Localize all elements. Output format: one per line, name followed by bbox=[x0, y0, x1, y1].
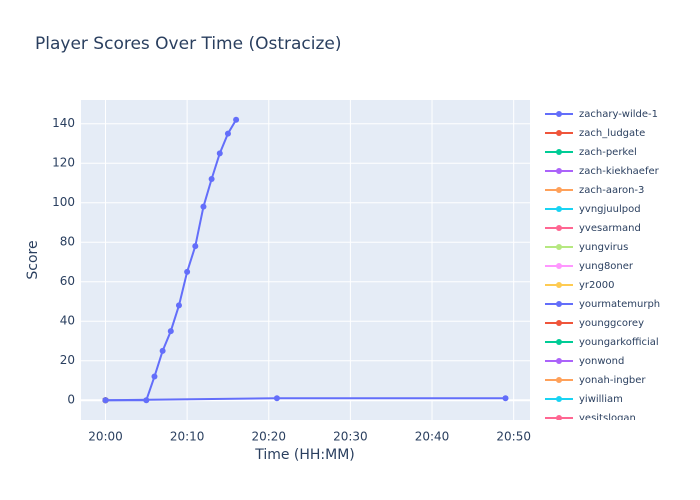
x-tick-label: 20:50 bbox=[496, 430, 531, 444]
legend-marker bbox=[556, 130, 562, 136]
data-point bbox=[167, 328, 174, 335]
legend-label[interactable]: yvngjuulpod bbox=[579, 204, 641, 215]
legend-marker bbox=[556, 282, 562, 288]
x-tick-label: 20:20 bbox=[251, 430, 286, 444]
y-tick-label: 40 bbox=[60, 314, 75, 328]
legend-label[interactable]: yvesarmand bbox=[579, 223, 641, 234]
legend-marker bbox=[556, 320, 562, 326]
y-tick-label: 100 bbox=[52, 195, 75, 209]
data-point bbox=[216, 150, 223, 157]
y-axis-title: Score bbox=[25, 240, 41, 279]
data-point bbox=[224, 130, 231, 137]
legend: zachary-wilde-1 zach_ludgate zach-perkel za… bbox=[545, 109, 660, 424]
data-point bbox=[175, 302, 182, 309]
x-tick-label: 20:00 bbox=[88, 430, 123, 444]
legend-marker bbox=[556, 377, 562, 383]
legend-marker bbox=[556, 111, 562, 117]
legend-label[interactable]: youngarkofficial bbox=[579, 337, 659, 348]
data-point bbox=[208, 176, 215, 183]
legend-label[interactable]: yungvirus bbox=[579, 242, 628, 253]
legend-label[interactable]: yung8oner bbox=[579, 261, 634, 272]
grid: 20:00 20:10 20:20 20:30 20:40 20:50 0 20 40 60 80 1… bbox=[52, 100, 531, 444]
data-point bbox=[233, 116, 240, 123]
x-tick-label: 20:30 bbox=[333, 430, 368, 444]
legend-marker bbox=[556, 339, 562, 345]
legend-label[interactable]: yonwond bbox=[579, 356, 624, 367]
legend-marker bbox=[556, 396, 562, 402]
data-point bbox=[192, 243, 199, 250]
y-tick-label: 140 bbox=[52, 116, 75, 130]
legend-label[interactable]: yonah-ingber bbox=[579, 375, 646, 386]
y-tick-label: 60 bbox=[60, 274, 75, 288]
legend-label[interactable]: yourmatemurph bbox=[579, 299, 660, 310]
legend-label[interactable]: zach-perkel bbox=[579, 147, 637, 158]
data-point bbox=[273, 395, 280, 402]
legend-label[interactable]: zach-kiekhaefer bbox=[579, 166, 660, 177]
data-point bbox=[159, 347, 166, 354]
legend-label[interactable]: zachary-wilde-1 bbox=[579, 109, 658, 120]
plot-area bbox=[81, 100, 530, 420]
y-tick-label: 80 bbox=[60, 235, 75, 249]
data-point bbox=[143, 397, 150, 404]
legend-label[interactable]: younggcorey bbox=[579, 318, 644, 329]
legend-marker bbox=[556, 225, 562, 231]
legend-marker bbox=[556, 149, 562, 155]
x-tick-label: 20:10 bbox=[170, 430, 205, 444]
y-tick-label: 0 bbox=[67, 393, 75, 407]
legend-label[interactable]: zach-aaron-3 bbox=[579, 185, 644, 196]
legend-label[interactable]: yr2000 bbox=[579, 280, 614, 291]
legend-marker bbox=[556, 168, 562, 174]
data-point bbox=[151, 373, 158, 380]
y-tick-label: 20 bbox=[60, 353, 75, 367]
y-tick-label: 120 bbox=[52, 156, 75, 170]
x-tick-label: 20:40 bbox=[415, 430, 450, 444]
data-point bbox=[502, 395, 509, 402]
x-axis-title: Time (HH:MM) bbox=[254, 447, 355, 463]
legend-label[interactable]: zach_ludgate bbox=[579, 128, 645, 139]
legend-marker bbox=[556, 415, 562, 420]
legend-marker bbox=[556, 301, 562, 307]
legend-marker bbox=[556, 358, 562, 364]
data-point bbox=[200, 203, 207, 210]
legend-marker bbox=[556, 187, 562, 193]
data-point bbox=[184, 268, 191, 275]
legend-marker bbox=[556, 206, 562, 212]
chart-title: Player Scores Over Time (Ostracize) bbox=[35, 34, 342, 54]
data-point bbox=[102, 397, 109, 404]
legend-label[interactable]: yiwilliam bbox=[579, 394, 623, 405]
plot bbox=[102, 116, 509, 404]
legend-label[interactable]: yesitslogan bbox=[579, 413, 636, 424]
legend-marker bbox=[556, 244, 562, 250]
legend-marker bbox=[556, 263, 562, 269]
